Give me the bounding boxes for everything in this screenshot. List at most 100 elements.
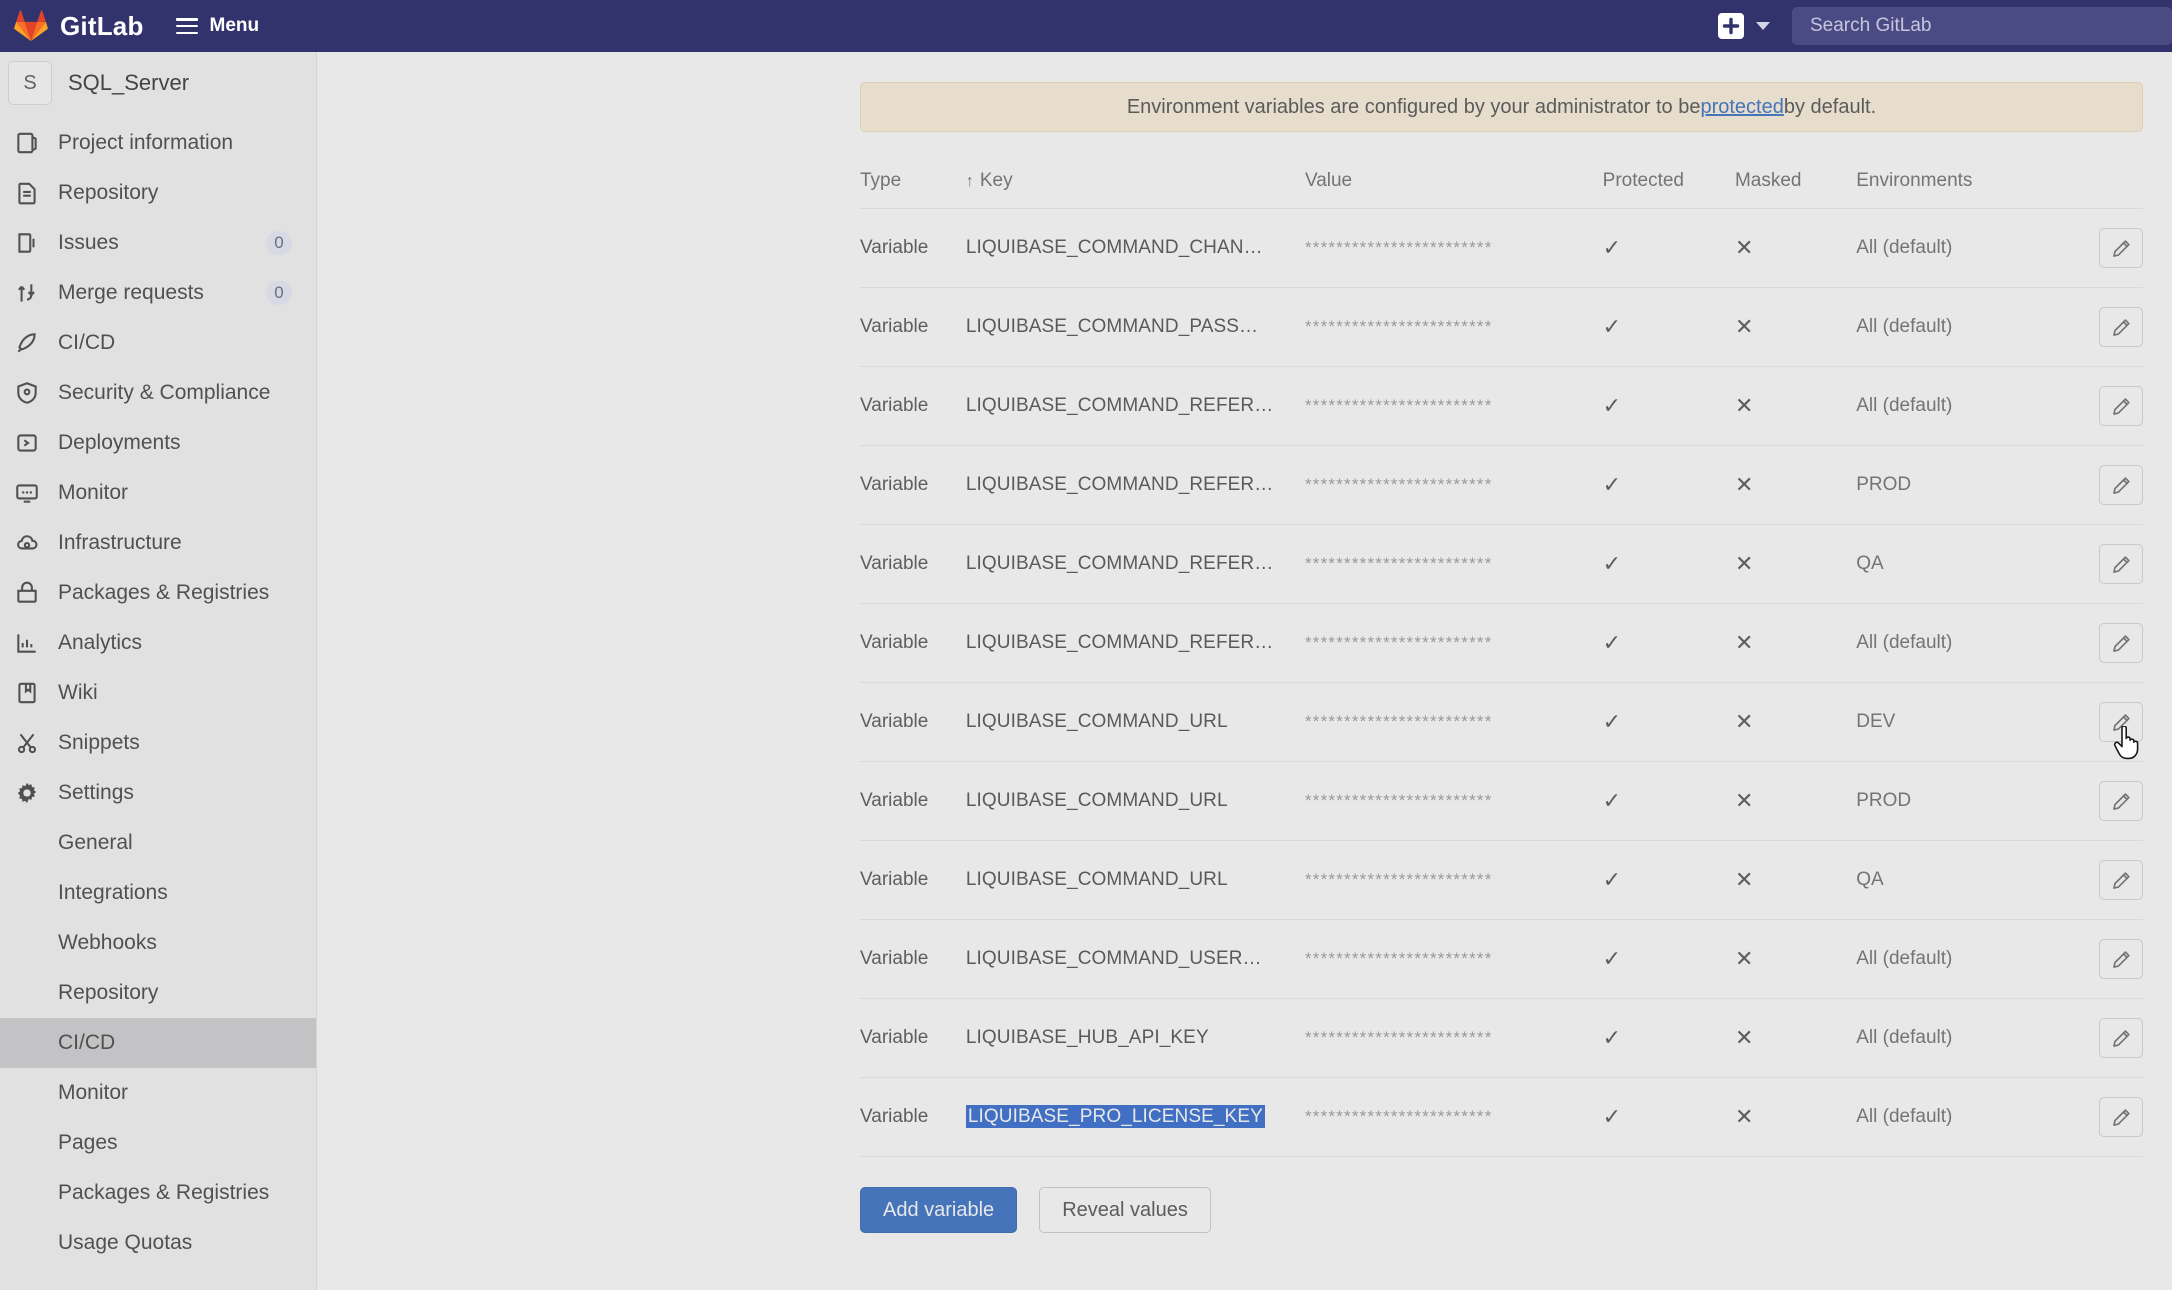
project-header[interactable]: S SQL_Server <box>0 52 316 114</box>
cell-environment: DEV <box>1856 682 2044 762</box>
sidebar-item-security-compliance[interactable]: Security & Compliance <box>0 368 316 418</box>
table-row[interactable]: Variable LIQUIBASE_COMMAND_REFER… ********… <box>860 603 2143 683</box>
protected-link[interactable]: protected <box>1700 95 1784 118</box>
sidebar-item-label: Deployments <box>58 431 181 454</box>
table-row[interactable]: Variable LIQUIBASE_COMMAND_URL ***********… <box>860 840 2143 920</box>
cross-icon: ✕ <box>1734 946 1754 971</box>
sidebar-item-packages-registries[interactable]: Packages & Registries <box>0 568 316 618</box>
cell-protected: ✓ <box>1602 524 1735 604</box>
sidebar-item-monitor[interactable]: Monitor <box>0 468 316 518</box>
sidebar-subitem-packages-registries[interactable]: Packages & Registries <box>0 1168 316 1218</box>
sidebar-subitem-monitor[interactable]: Monitor <box>0 1068 316 1118</box>
column-header-type[interactable]: Type <box>860 170 966 209</box>
cell-value: ************************ <box>1304 603 1603 683</box>
table-row[interactable]: Variable LIQUIBASE_COMMAND_USER… *********… <box>860 919 2143 999</box>
shield-icon <box>17 382 37 404</box>
brand[interactable]: GitLab <box>0 10 144 42</box>
masked-value: ************************ <box>1304 396 1493 415</box>
cell-key[interactable]: LIQUIBASE_COMMAND_CHAN… <box>965 208 1305 288</box>
edit-variable-button[interactable] <box>2099 860 2143 900</box>
cell-key[interactable]: LIQUIBASE_PRO_LICENSE_KEY <box>965 1077 1305 1157</box>
sidebar-item-settings[interactable]: Settings <box>0 768 316 818</box>
table-row[interactable]: Variable LIQUIBASE_COMMAND_PASS… *********… <box>860 287 2143 367</box>
sidebar-item-analytics[interactable]: Analytics <box>0 618 316 668</box>
table-row[interactable]: Variable LIQUIBASE_COMMAND_URL ***********… <box>860 682 2143 762</box>
cell-value: ************************ <box>1304 761 1603 841</box>
edit-variable-button[interactable] <box>2099 939 2143 979</box>
table-row[interactable]: Variable LIQUIBASE_HUB_API_KEY ***********… <box>860 998 2143 1078</box>
reveal-values-button[interactable]: Reveal values <box>1039 1187 1211 1233</box>
sidebar-subitem-webhooks[interactable]: Webhooks <box>0 918 316 968</box>
cell-key[interactable]: LIQUIBASE_COMMAND_REFER… <box>965 603 1305 683</box>
edit-variable-button[interactable] <box>2099 623 2143 663</box>
pencil-icon <box>2112 1108 2130 1126</box>
table-row[interactable]: Variable LIQUIBASE_COMMAND_CHAN… *********… <box>860 208 2143 288</box>
sidebar-item-project-information[interactable]: Project information <box>0 118 316 168</box>
navbar-right: Search GitLab <box>1718 7 2172 45</box>
edit-variable-button[interactable] <box>2099 307 2143 347</box>
sidebar-subitem-pages[interactable]: Pages <box>0 1118 316 1168</box>
cell-environment: PROD <box>1856 445 2044 525</box>
table-row[interactable]: Variable LIQUIBASE_PRO_LICENSE_KEY *******… <box>860 1077 2143 1157</box>
cell-key[interactable]: LIQUIBASE_COMMAND_PASS… <box>965 287 1305 367</box>
edit-variable-button[interactable] <box>2099 544 2143 584</box>
environment-label: All (default) <box>1856 1106 1953 1127</box>
sidebar-item-wiki[interactable]: Wiki <box>0 668 316 718</box>
column-header-value[interactable]: Value <box>1304 170 1603 209</box>
cell-key[interactable]: LIQUIBASE_COMMAND_URL <box>965 761 1305 841</box>
cell-key[interactable]: LIQUIBASE_COMMAND_REFER… <box>965 524 1305 604</box>
sidebar-item-merge-requests[interactable]: Merge requests 0 <box>0 268 316 318</box>
search-input[interactable]: Search GitLab <box>1792 7 2172 45</box>
column-header-environments[interactable]: Environments <box>1856 170 2044 209</box>
sidebar-item-label: Analytics <box>58 631 143 654</box>
cell-masked: ✕ <box>1734 445 1857 525</box>
sidebar-item-infrastructure[interactable]: Infrastructure <box>0 518 316 568</box>
table-row[interactable]: Variable LIQUIBASE_COMMAND_REFER… ********… <box>860 524 2143 604</box>
sidebar-subitem-usage-quotas[interactable]: Usage Quotas <box>0 1218 316 1268</box>
sidebar-item-issues[interactable]: Issues 0 <box>0 218 316 268</box>
cell-actions <box>2043 919 2143 999</box>
variable-key: LIQUIBASE_HUB_API_KEY <box>965 1027 1209 1048</box>
chevron-down-icon[interactable] <box>1756 22 1770 30</box>
new-item-button[interactable] <box>1718 13 1744 39</box>
cell-type: Variable <box>860 840 966 920</box>
table-row[interactable]: Variable LIQUIBASE_COMMAND_REFER… ********… <box>860 445 2143 525</box>
cell-type: Variable <box>860 445 966 525</box>
column-header-masked[interactable]: Masked <box>1734 170 1857 209</box>
edit-variable-button[interactable] <box>2099 781 2143 821</box>
menu-button[interactable]: Menu <box>175 15 259 37</box>
cell-key[interactable]: LIQUIBASE_COMMAND_USER… <box>965 919 1305 999</box>
column-header-key[interactable]: ↑ Key <box>965 170 1305 209</box>
edit-variable-button[interactable] <box>2099 702 2143 742</box>
edit-variable-button[interactable] <box>2099 465 2143 505</box>
column-header-protected[interactable]: Protected <box>1602 170 1735 209</box>
check-icon: ✓ <box>1602 1104 1622 1129</box>
sidebar-item-ci-cd[interactable]: CI/CD <box>0 318 316 368</box>
cell-key[interactable]: LIQUIBASE_COMMAND_URL <box>965 682 1305 762</box>
sidebar-subitem-repository[interactable]: Repository <box>0 968 316 1018</box>
cell-masked: ✕ <box>1734 366 1857 446</box>
sidebar-item-deployments[interactable]: Deployments <box>0 418 316 468</box>
table-row[interactable]: Variable LIQUIBASE_COMMAND_REFER… ********… <box>860 366 2143 446</box>
table-row[interactable]: Variable LIQUIBASE_COMMAND_URL ***********… <box>860 761 2143 841</box>
edit-variable-button[interactable] <box>2099 386 2143 426</box>
cell-key[interactable]: LIQUIBASE_COMMAND_REFER… <box>965 445 1305 525</box>
cell-masked: ✕ <box>1734 682 1857 762</box>
sidebar-item-snippets[interactable]: Snippets <box>0 718 316 768</box>
cell-type: Variable <box>860 208 966 288</box>
cell-key[interactable]: LIQUIBASE_COMMAND_REFER… <box>965 366 1305 446</box>
sidebar-item-repository[interactable]: Repository <box>0 168 316 218</box>
search-placeholder: Search GitLab <box>1810 15 1932 36</box>
sidebar-subitem-ci-cd[interactable]: CI/CD <box>0 1018 316 1068</box>
sidebar-subitem-integrations[interactable]: Integrations <box>0 868 316 918</box>
check-icon: ✓ <box>1602 472 1622 497</box>
edit-variable-button[interactable] <box>2099 228 2143 268</box>
cell-key[interactable]: LIQUIBASE_COMMAND_URL <box>965 840 1305 920</box>
sidebar-subitem-general[interactable]: General <box>0 818 316 868</box>
add-variable-button[interactable]: Add variable <box>860 1187 1018 1233</box>
edit-variable-button[interactable] <box>2099 1097 2143 1137</box>
environment-label: All (default) <box>1856 395 1953 416</box>
cell-key[interactable]: LIQUIBASE_HUB_API_KEY <box>965 998 1305 1078</box>
hamburger-icon <box>175 18 198 34</box>
edit-variable-button[interactable] <box>2099 1018 2143 1058</box>
